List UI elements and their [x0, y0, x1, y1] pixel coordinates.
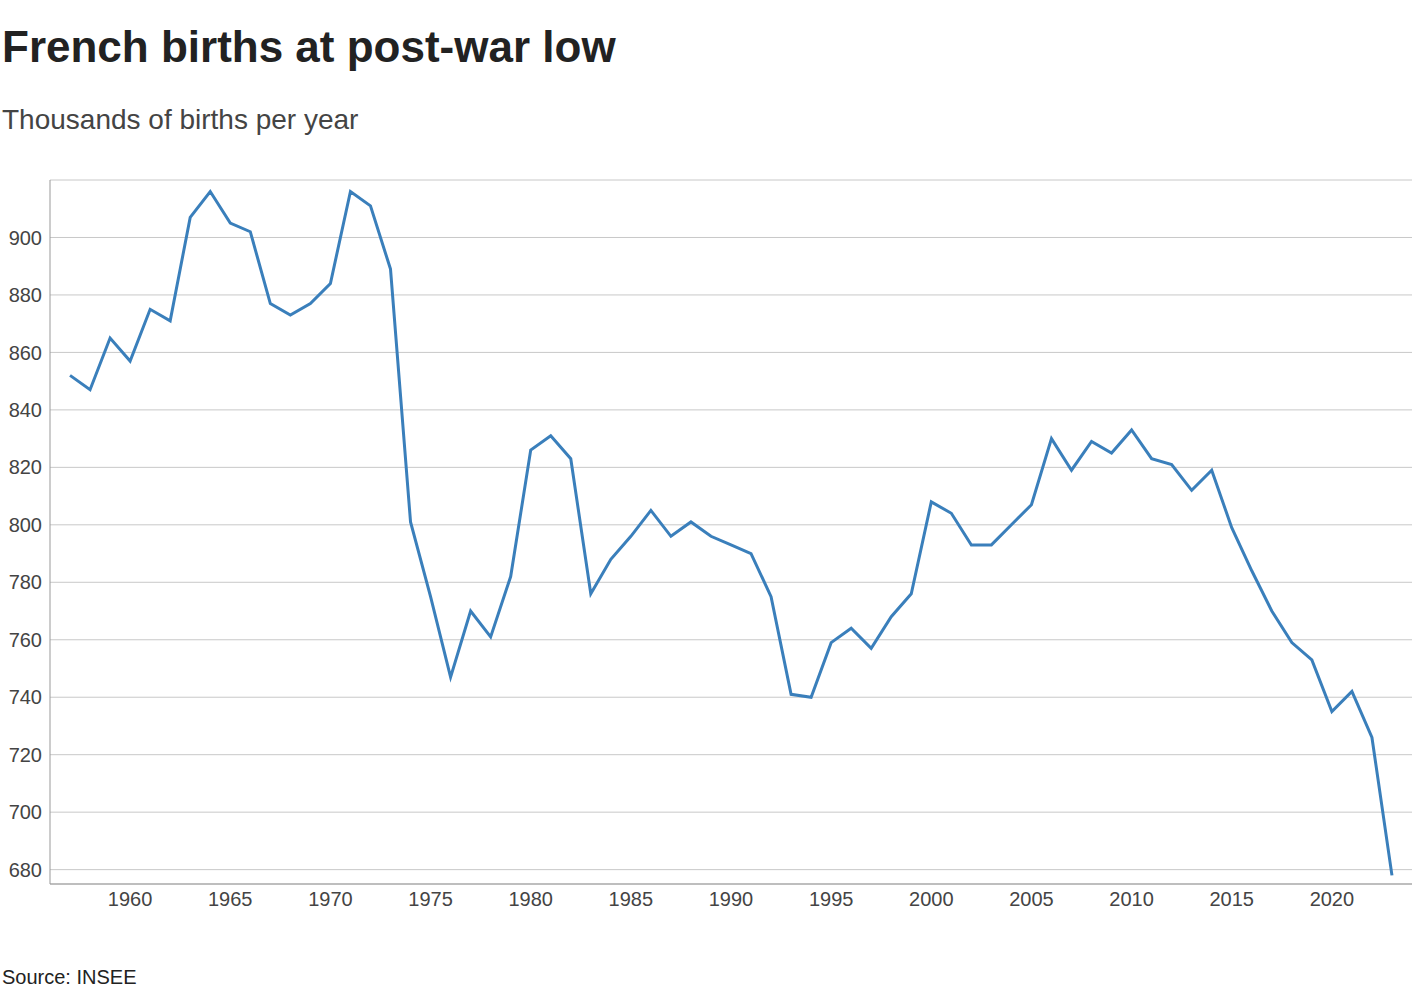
svg-text:1965: 1965	[208, 888, 253, 910]
svg-text:720: 720	[9, 744, 42, 766]
svg-text:700: 700	[9, 801, 42, 823]
svg-text:860: 860	[9, 342, 42, 364]
svg-text:1975: 1975	[408, 888, 453, 910]
svg-text:880: 880	[9, 284, 42, 306]
svg-text:1985: 1985	[609, 888, 654, 910]
svg-text:900: 900	[9, 227, 42, 249]
svg-text:760: 760	[9, 629, 42, 651]
svg-text:780: 780	[9, 571, 42, 593]
svg-text:1970: 1970	[308, 888, 353, 910]
svg-text:2000: 2000	[909, 888, 954, 910]
svg-text:1990: 1990	[709, 888, 754, 910]
svg-text:1980: 1980	[508, 888, 553, 910]
html-text:Thousands of births per year: Thousands of births per year	[2, 104, 359, 135]
svg-text:1995: 1995	[809, 888, 854, 910]
html-text:Source: INSEE: Source: INSEE	[2, 966, 137, 988]
svg-text:2015: 2015	[1209, 888, 1254, 910]
svg-text:840: 840	[9, 399, 42, 421]
svg-text:820: 820	[9, 456, 42, 478]
html-text:French births at post-war low: French births at post-war low	[2, 22, 616, 71]
svg-text:2010: 2010	[1109, 888, 1154, 910]
svg-text:800: 800	[9, 514, 42, 536]
svg-text:680: 680	[9, 859, 42, 881]
svg-text:2020: 2020	[1310, 888, 1355, 910]
svg-text:1960: 1960	[108, 888, 153, 910]
svg-text:740: 740	[9, 686, 42, 708]
svg-text:2005: 2005	[1009, 888, 1054, 910]
